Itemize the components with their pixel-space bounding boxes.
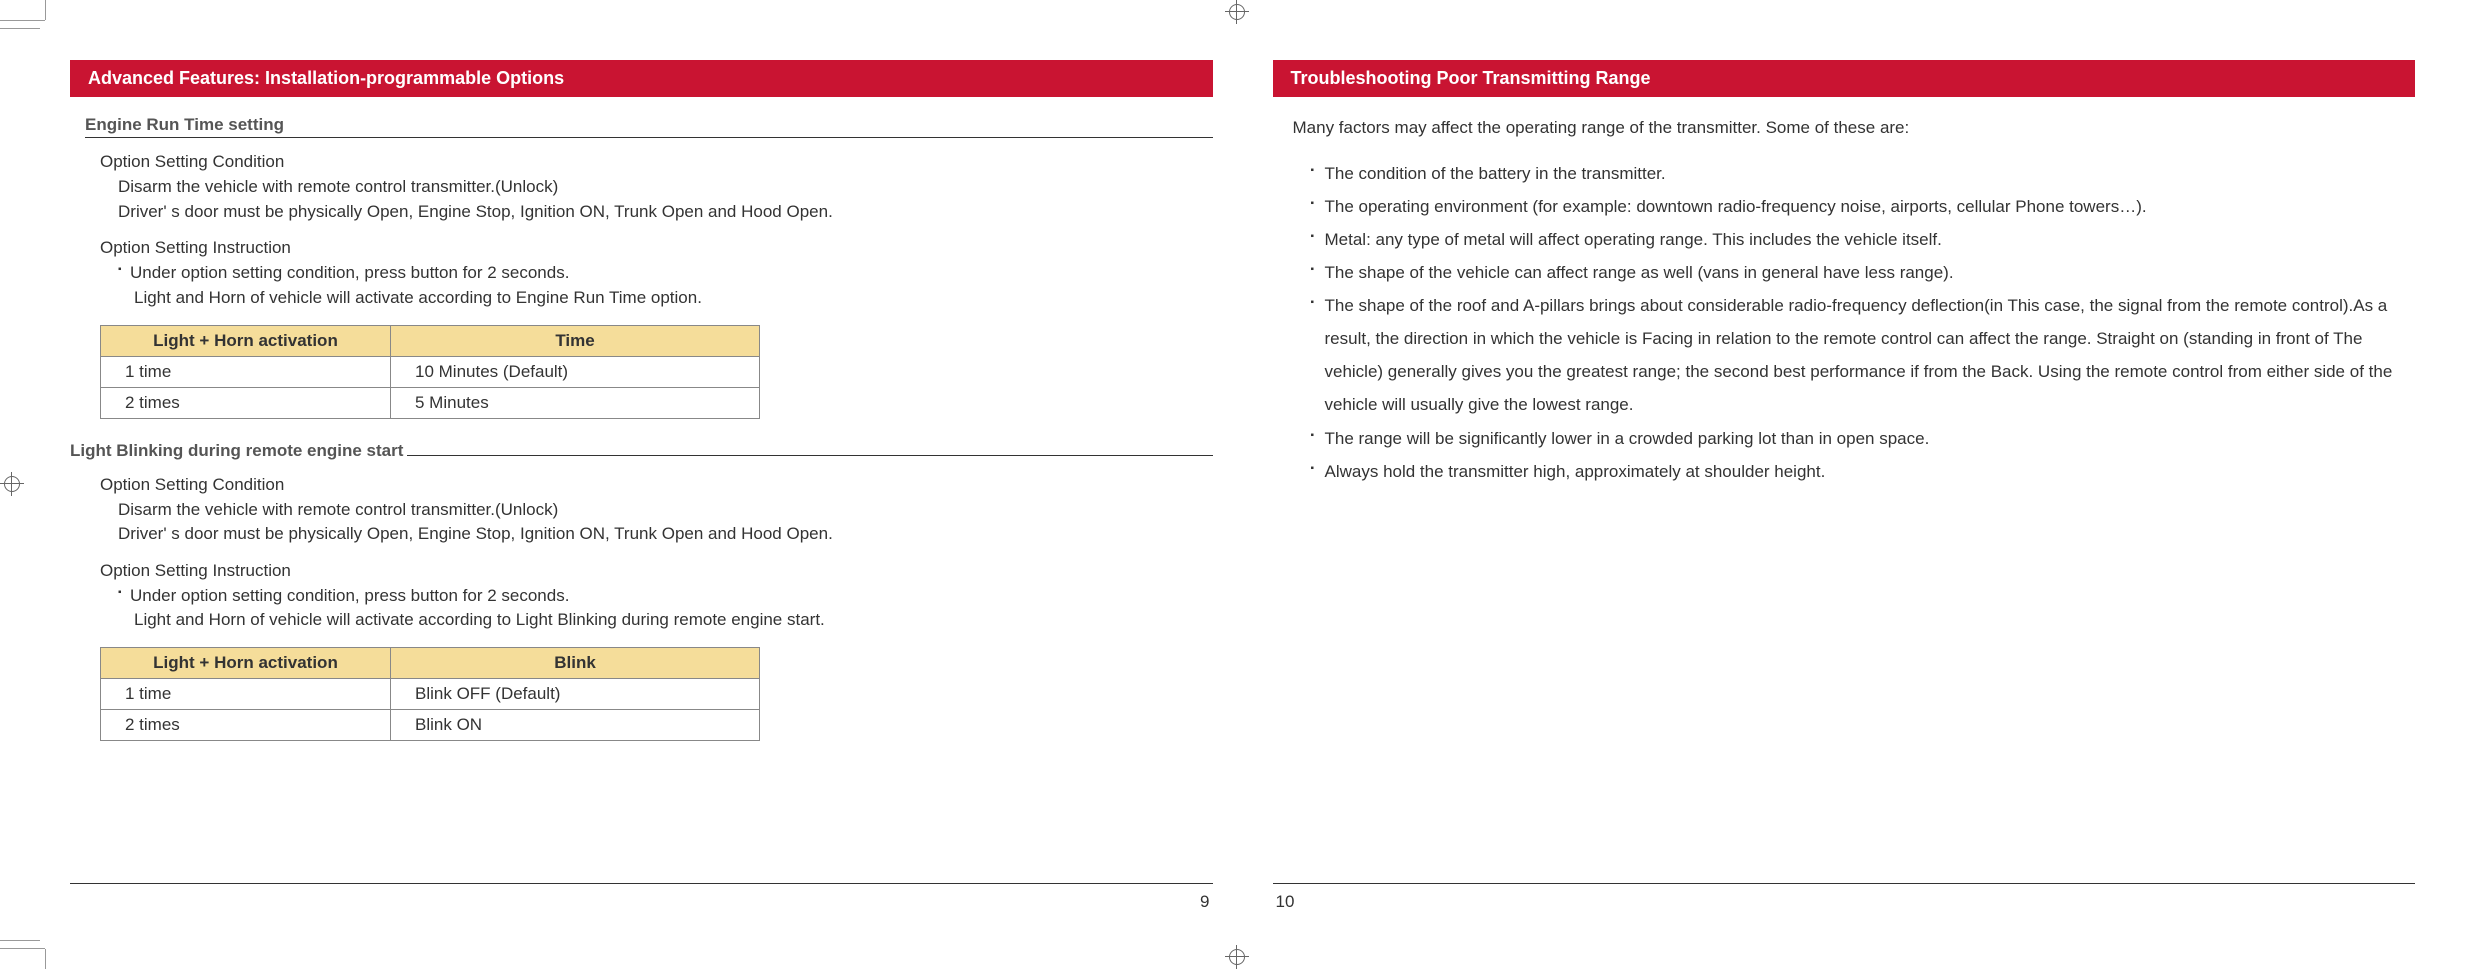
table-cell: 1 time bbox=[101, 356, 391, 387]
subsection-title: Engine Run Time setting bbox=[85, 115, 1213, 135]
condition-label: Option Setting Condition bbox=[100, 475, 1213, 495]
list-item: Always hold the transmitter high, approx… bbox=[1311, 455, 2416, 488]
table-cell: Blink ON bbox=[391, 710, 760, 741]
table-row: 1 time 10 Minutes (Default) bbox=[101, 356, 760, 387]
section-header: Advanced Features: Installation-programm… bbox=[70, 60, 1213, 97]
table-header: Time bbox=[391, 325, 760, 356]
instruction-bullet: Under option setting condition, press bu… bbox=[118, 261, 1213, 286]
condition-text: Disarm the vehicle with remote control t… bbox=[118, 175, 1213, 200]
table-header: Light + Horn activation bbox=[101, 325, 391, 356]
page-spread: Advanced Features: Installation-programm… bbox=[0, 0, 2475, 969]
table-row: 1 time Blink OFF (Default) bbox=[101, 679, 760, 710]
crop-mark bbox=[45, 949, 46, 969]
table-header-row: Light + Horn activation Time bbox=[101, 325, 760, 356]
footer-divider bbox=[70, 883, 1213, 884]
option-instruction-block: Option Setting Instruction Under option … bbox=[100, 238, 1213, 310]
crop-mark bbox=[0, 28, 40, 29]
crop-mark bbox=[0, 20, 45, 21]
crop-mark bbox=[0, 948, 45, 949]
option-instruction-block: Option Setting Instruction Under option … bbox=[100, 561, 1213, 633]
table-row: 2 times Blink ON bbox=[101, 710, 760, 741]
page-number: 9 bbox=[1200, 892, 1209, 912]
registration-mark-icon bbox=[0, 472, 24, 496]
table-cell: 2 times bbox=[101, 710, 391, 741]
option-condition-block: Option Setting Condition Disarm the vehi… bbox=[100, 152, 1213, 224]
instruction-label: Option Setting Instruction bbox=[100, 238, 1213, 258]
table-header: Light + Horn activation bbox=[101, 648, 391, 679]
table-cell: 10 Minutes (Default) bbox=[391, 356, 760, 387]
registration-mark-icon bbox=[1225, 0, 1249, 24]
condition-text: Disarm the vehicle with remote control t… bbox=[118, 498, 1213, 523]
list-item: Metal: any type of metal will affect ope… bbox=[1311, 223, 2416, 256]
table-header: Blink bbox=[391, 648, 760, 679]
light-blinking-table: Light + Horn activation Blink 1 time Bli… bbox=[100, 647, 760, 741]
instruction-subtext: Light and Horn of vehicle will activate … bbox=[134, 286, 1213, 311]
list-item: The range will be significantly lower in… bbox=[1311, 422, 2416, 455]
list-item: The shape of the vehicle can affect rang… bbox=[1311, 256, 2416, 289]
condition-text: Driver' s door must be physically Open, … bbox=[118, 200, 1213, 225]
option-condition-block: Option Setting Condition Disarm the vehi… bbox=[100, 475, 1213, 547]
subsection-title: Light Blinking during remote engine star… bbox=[70, 441, 407, 461]
table-header-row: Light + Horn activation Blink bbox=[101, 648, 760, 679]
instruction-bullet: Under option setting condition, press bu… bbox=[118, 584, 1213, 609]
table-cell: Blink OFF (Default) bbox=[391, 679, 760, 710]
subsection-title-row: Light Blinking during remote engine star… bbox=[70, 441, 1213, 461]
page-right: Troubleshooting Poor Transmitting Range … bbox=[1258, 45, 2431, 924]
table-cell: 2 times bbox=[101, 387, 391, 418]
divider bbox=[85, 137, 1213, 138]
condition-label: Option Setting Condition bbox=[100, 152, 1213, 172]
instruction-label: Option Setting Instruction bbox=[100, 561, 1213, 581]
divider bbox=[407, 455, 1212, 456]
registration-mark-icon bbox=[1225, 945, 1249, 969]
engine-run-time-table: Light + Horn activation Time 1 time 10 M… bbox=[100, 325, 760, 419]
list-item: The shape of the roof and A-pillars brin… bbox=[1311, 289, 2416, 422]
page-number: 10 bbox=[1276, 892, 1295, 912]
section-header: Troubleshooting Poor Transmitting Range bbox=[1273, 60, 2416, 97]
table-row: 2 times 5 Minutes bbox=[101, 387, 760, 418]
list-item: The condition of the battery in the tran… bbox=[1311, 157, 2416, 190]
list-item: The operating environment (for example: … bbox=[1311, 190, 2416, 223]
troubleshooting-list: The condition of the battery in the tran… bbox=[1311, 157, 2416, 488]
instruction-subtext: Light and Horn of vehicle will activate … bbox=[134, 608, 1213, 633]
footer-divider bbox=[1273, 883, 2416, 884]
intro-paragraph: Many factors may affect the operating ra… bbox=[1293, 115, 2416, 141]
condition-text: Driver' s door must be physically Open, … bbox=[118, 522, 1213, 547]
page-left: Advanced Features: Installation-programm… bbox=[55, 45, 1228, 924]
table-cell: 5 Minutes bbox=[391, 387, 760, 418]
crop-mark bbox=[0, 940, 40, 941]
table-cell: 1 time bbox=[101, 679, 391, 710]
crop-mark bbox=[45, 0, 46, 20]
